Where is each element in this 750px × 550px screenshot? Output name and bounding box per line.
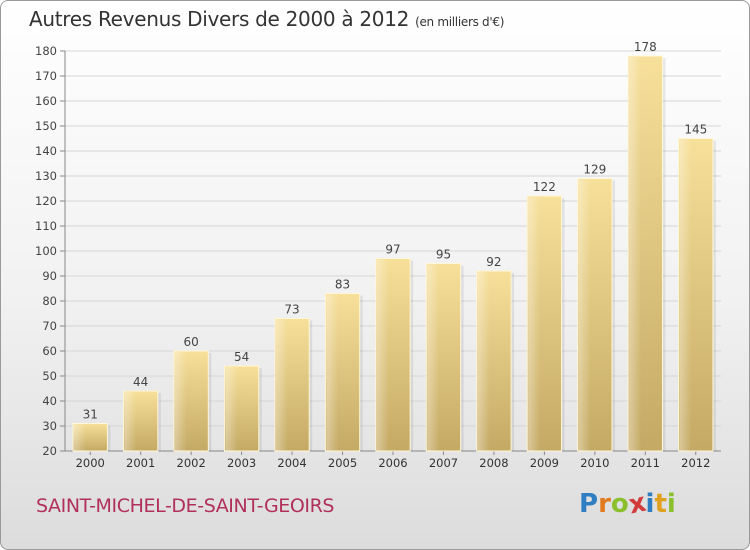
chart-title: Autres Revenus Divers de 2000 à 2012 (en … bbox=[29, 7, 504, 31]
data-label: 97 bbox=[385, 243, 400, 257]
x-tick-label: 2005 bbox=[328, 456, 357, 470]
logo-letter: t bbox=[654, 489, 667, 519]
x-tick-label: 2008 bbox=[479, 456, 508, 470]
x-tick-label: 2006 bbox=[378, 456, 407, 470]
y-tick-label: 130 bbox=[35, 169, 57, 183]
bar-highlight bbox=[124, 392, 137, 451]
bar-highlight bbox=[679, 139, 692, 451]
y-tick-label: 80 bbox=[42, 294, 57, 308]
data-label: 31 bbox=[83, 408, 98, 422]
chart-title-text: Autres Revenus Divers de 2000 à 2012 bbox=[29, 7, 410, 31]
x-tick-label: 2011 bbox=[631, 456, 660, 470]
x-tick-label: 2004 bbox=[277, 456, 306, 470]
bar-highlight bbox=[74, 424, 87, 451]
data-label: 145 bbox=[684, 123, 707, 137]
y-tick-label: 140 bbox=[35, 144, 57, 158]
data-label: 95 bbox=[436, 248, 451, 262]
data-label: 178 bbox=[634, 40, 657, 54]
logo-letter: r bbox=[598, 489, 611, 519]
y-tick-label: 150 bbox=[35, 119, 57, 133]
data-label: 44 bbox=[133, 375, 148, 389]
bar-highlight bbox=[629, 57, 642, 451]
y-tick-label: 70 bbox=[42, 319, 57, 333]
bar-highlight bbox=[427, 264, 440, 451]
y-tick-label: 180 bbox=[35, 44, 57, 58]
bar-highlight bbox=[528, 197, 541, 451]
y-tick-label: 30 bbox=[42, 419, 57, 433]
x-tick-label: 2003 bbox=[227, 456, 256, 470]
proxiti-logo[interactable]: Proxiti bbox=[579, 488, 676, 521]
bar-highlight bbox=[275, 319, 288, 451]
bar-highlight bbox=[477, 272, 490, 451]
y-tick-label: 60 bbox=[42, 344, 57, 358]
y-tick-label: 50 bbox=[42, 369, 57, 383]
logo-letter: i bbox=[666, 489, 676, 519]
x-tick-label: 2007 bbox=[429, 456, 458, 470]
y-tick-label: 20 bbox=[42, 444, 57, 458]
y-tick-label: 90 bbox=[42, 269, 57, 283]
data-label: 122 bbox=[533, 180, 556, 194]
x-tick-label: 2010 bbox=[580, 456, 609, 470]
bar-highlight bbox=[326, 294, 339, 451]
y-tick-label: 120 bbox=[35, 194, 57, 208]
bar-highlight bbox=[174, 352, 188, 451]
bar-highlight bbox=[225, 367, 238, 451]
bar-highlight bbox=[376, 259, 389, 451]
y-tick-label: 160 bbox=[35, 94, 57, 108]
x-tick-label: 2012 bbox=[681, 456, 710, 470]
chart-unit: (en milliers d'€) bbox=[415, 15, 505, 29]
x-tick-label: 2000 bbox=[76, 456, 105, 470]
data-label: 92 bbox=[486, 255, 501, 269]
y-tick-label: 100 bbox=[35, 244, 57, 258]
logo-letter: i bbox=[645, 489, 655, 519]
x-tick-label: 2002 bbox=[177, 456, 206, 470]
logo-letter: P bbox=[579, 489, 599, 519]
y-tick-label: 170 bbox=[35, 69, 57, 83]
logo-letter: o bbox=[610, 489, 629, 519]
y-tick-label: 40 bbox=[42, 394, 57, 408]
data-label: 129 bbox=[583, 163, 606, 177]
x-tick-label: 2009 bbox=[530, 456, 559, 470]
data-label: 83 bbox=[335, 278, 350, 292]
data-label: 54 bbox=[234, 350, 249, 364]
data-label: 60 bbox=[184, 335, 199, 349]
x-tick-label: 2001 bbox=[126, 456, 155, 470]
bar-highlight bbox=[578, 179, 591, 451]
bar-layer: 31 44 60 54 73 83 97 95 92 122 129 178 145 bbox=[72, 40, 716, 452]
commune-name: SAINT-MICHEL-DE-SAINT-GEOIRS bbox=[36, 495, 335, 517]
data-label: 73 bbox=[284, 303, 299, 317]
y-tick-label: 110 bbox=[35, 219, 57, 233]
